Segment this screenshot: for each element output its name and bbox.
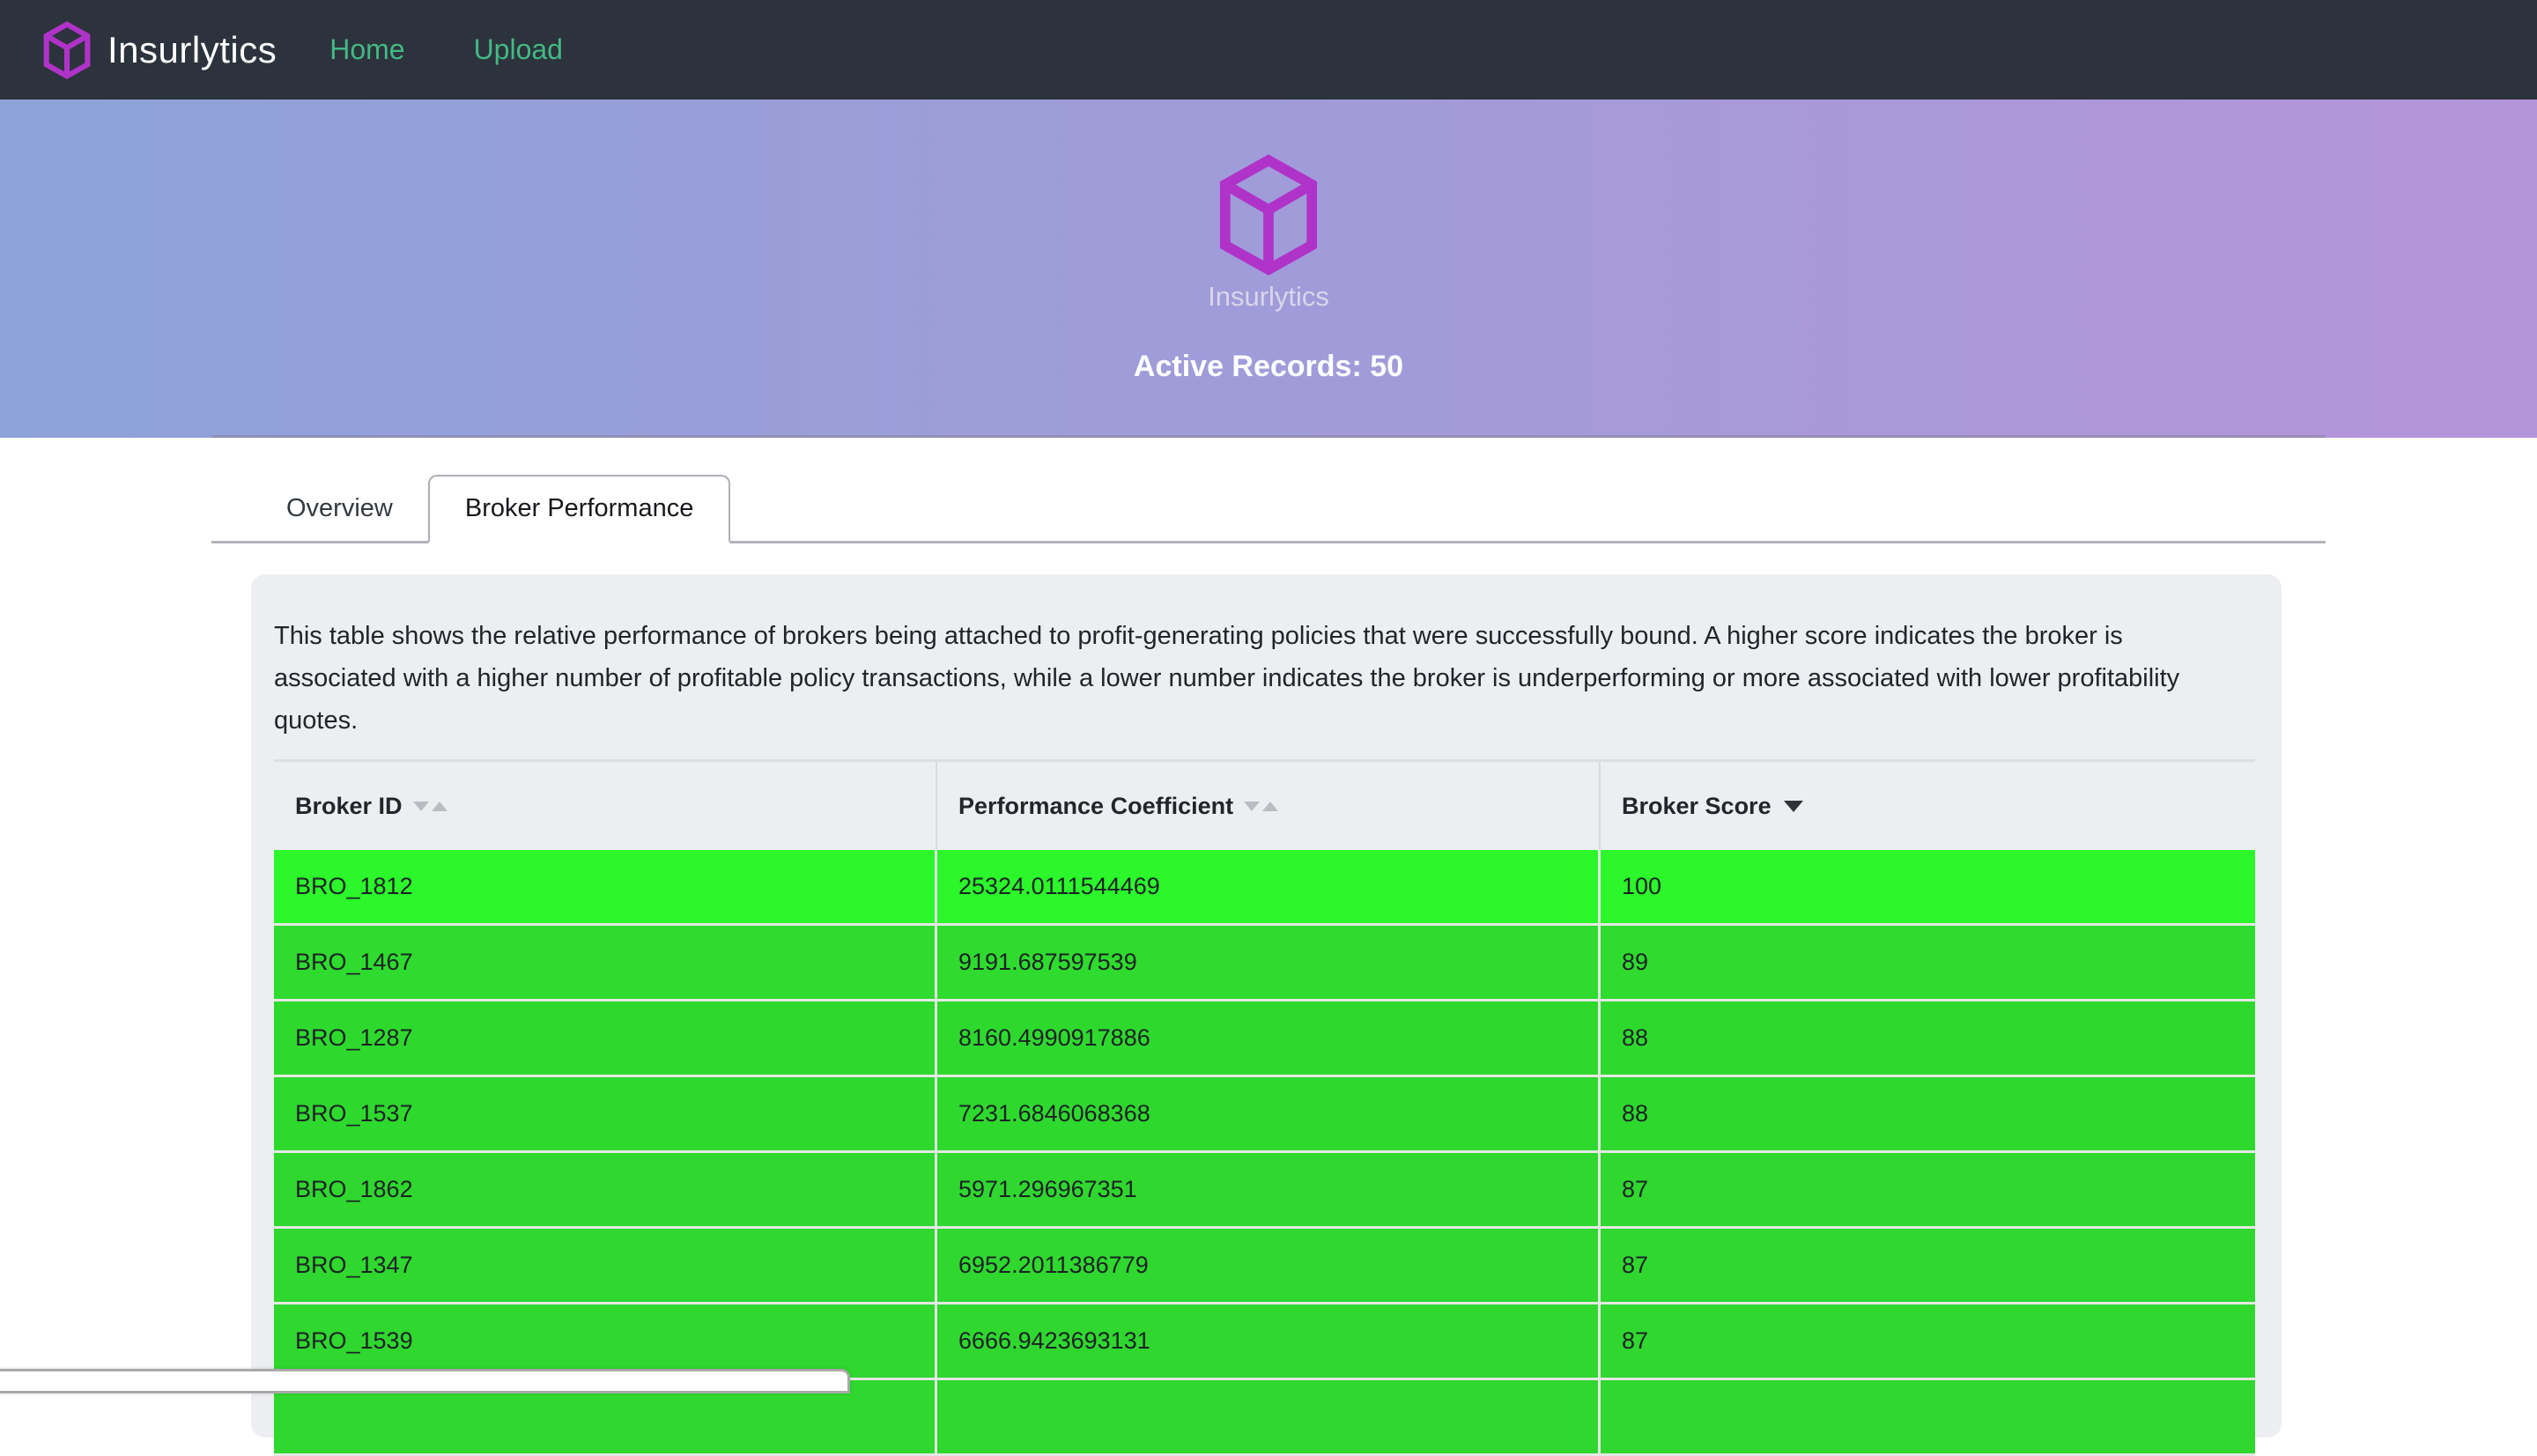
table-row[interactable]: BRO_1287 8160.4990917886 88 [274, 1001, 2255, 1077]
brand-cube-icon [43, 20, 91, 79]
cell-broker-id: BRO_1287 [274, 1001, 937, 1075]
broker-performance-panel: This table shows the relative performanc… [251, 574, 2282, 1456]
broker-table: Broker ID Performance Coefficient Broker… [274, 759, 2255, 1456]
column-header-performance-coefficient[interactable]: Performance Coefficient [937, 762, 1601, 850]
table-row[interactable]: BRO_1467 9191.687597539 89 [274, 926, 2255, 1001]
cell-broker-id: BRO_1812 [274, 850, 937, 923]
cell-broker-id: BRO_1467 [274, 926, 937, 999]
tab-broker-performance[interactable]: Broker Performance [427, 475, 731, 543]
hero-banner: Insurlytics Active Records: 50 [0, 100, 2537, 438]
cell-broker-id: BRO_1862 [274, 1153, 937, 1226]
cell-broker-score: 88 [1622, 1100, 1649, 1127]
cell-broker-score: 89 [1622, 949, 1649, 975]
cell-broker-score: 87 [1622, 1327, 1649, 1354]
sort-down-icon [1244, 801, 1261, 811]
hero-brand-label: Insurlytics [1208, 280, 1329, 312]
cell-performance-coefficient: 5971.296967351 [937, 1153, 1601, 1226]
sort-up-icon [431, 801, 447, 811]
sort-desc-active-icon [1783, 800, 1803, 812]
cell-performance-coefficient: 9191.687597539 [937, 926, 1601, 999]
tab-bar: Overview Broker Performance [211, 475, 2326, 543]
active-records-counter: Active Records: 50 [1133, 349, 1404, 383]
cell-broker-score: 87 [1622, 1176, 1649, 1202]
table-row[interactable]: BRO_1812 25324.0111544469 100 [274, 850, 2255, 926]
nav-link-home[interactable]: Home [329, 33, 405, 65]
cell-broker-score: 88 [1622, 1024, 1649, 1051]
cell-performance-coefficient: 25324.0111544469 [937, 850, 1601, 923]
column-label: Broker ID [295, 792, 403, 819]
tab-overview[interactable]: Overview [286, 494, 393, 522]
cell-performance-coefficient: 7231.6846068368 [937, 1077, 1601, 1150]
nav-links: Home Upload [329, 33, 632, 66]
sort-up-icon [1262, 801, 1279, 811]
table-row[interactable]: BRO_1862 5971.296967351 87 [274, 1153, 2255, 1229]
hero-divider [211, 435, 2326, 438]
cell-broker-id: BRO_1537 [274, 1077, 937, 1150]
table-row[interactable]: BRO_1539 6666.9423693131 87 [274, 1304, 2255, 1380]
brand-title: Insurlytics [107, 28, 277, 70]
column-header-broker-score[interactable]: Broker Score [1601, 762, 2255, 850]
cell-broker-id: BRO_1347 [274, 1229, 937, 1302]
hero-cube-icon [1219, 153, 1318, 276]
table-row[interactable]: BRO_1537 7231.6846068368 88 [274, 1077, 2255, 1153]
column-label: Performance Coefficient [958, 792, 1234, 819]
cell-broker-score: 100 [1622, 873, 1662, 899]
sort-icons [1244, 801, 1279, 811]
table-row[interactable]: BRO_1347 6952.2011386779 87 [274, 1229, 2255, 1304]
cell-performance-coefficient: 6666.9423693131 [937, 1304, 1601, 1378]
cell-performance-coefficient: 6952.2011386779 [937, 1229, 1601, 1302]
column-header-broker-id[interactable]: Broker ID [274, 762, 937, 850]
table-description: This table shows the relative performanc… [274, 622, 2180, 735]
top-navbar: Insurlytics Home Upload [0, 0, 2537, 100]
table-body: BRO_1812 25324.0111544469 100 BRO_1467 9… [274, 850, 2255, 1456]
sort-down-icon [412, 801, 429, 811]
cell-broker-score [1601, 1380, 2255, 1453]
table-header-row: Broker ID Performance Coefficient Broker… [274, 759, 2255, 850]
column-label: Broker Score [1622, 792, 1771, 819]
cell-broker-id: BRO_1539 [274, 1304, 937, 1378]
cell-broker-score: 87 [1622, 1252, 1649, 1278]
sort-icons [412, 801, 447, 811]
cell-performance-coefficient: 8160.4990917886 [937, 1001, 1601, 1075]
cell-performance-coefficient [937, 1380, 1601, 1453]
nav-link-upload[interactable]: Upload [473, 33, 563, 65]
